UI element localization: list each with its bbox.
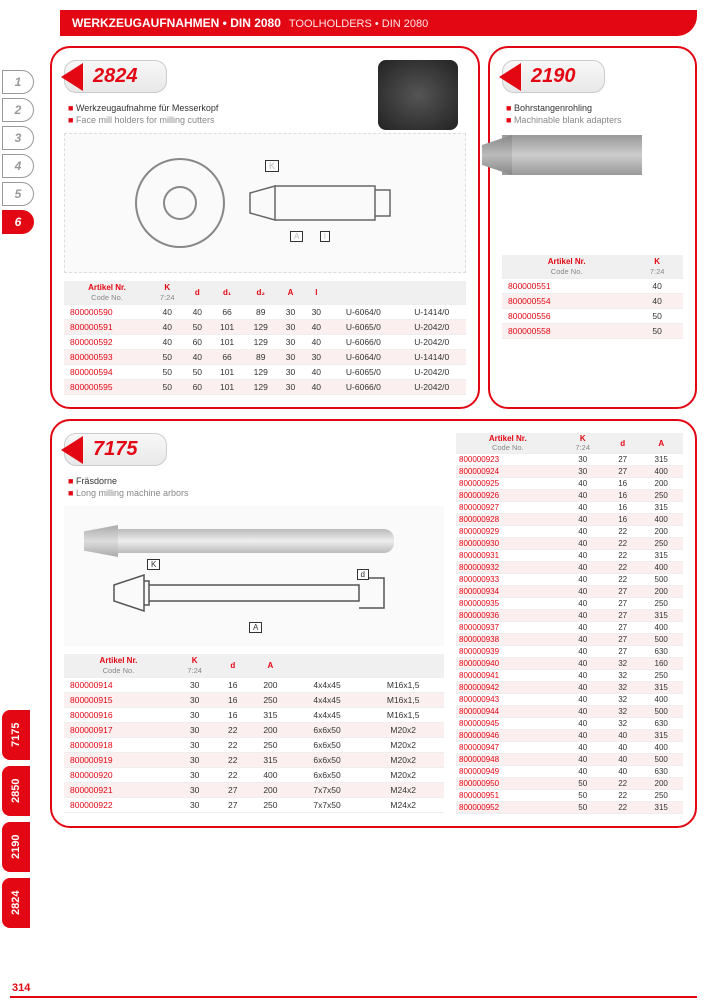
product-photo-2824	[378, 60, 458, 130]
table-row: 8000009394027630	[456, 646, 683, 658]
table-row: 80000091430162004x4x45M16x1,5	[64, 678, 444, 693]
subtitle-de: Fräsdorne	[68, 476, 444, 486]
table-row: 8000009314022315	[456, 550, 683, 562]
table-row: 800000590404066893030U-6064/0U-1414/0	[64, 305, 466, 320]
card-7175: 7175 Fräsdorne Long milling machine arbo…	[50, 419, 697, 828]
table-row: 8000009384027500	[456, 634, 683, 646]
header-de: WERKZEUGAUFNAHMEN • DIN 2080	[72, 16, 281, 30]
table-2190: Artikel Nr.Code No.K7:248000005514080000…	[502, 255, 683, 339]
table-row: 80000092230272507x7x50M24x2	[64, 798, 444, 813]
table-row: 8000009243027400	[456, 466, 683, 478]
table-row: 80000092030224006x6x50M20x2	[64, 768, 444, 783]
table-row: 80000055440	[502, 294, 683, 309]
table-row: 8000009454032630	[456, 718, 683, 730]
badge-2190: 2190	[502, 60, 605, 93]
header: WERKZEUGAUFNAHMEN • DIN 2080 TOOLHOLDERS…	[60, 10, 697, 36]
table-2824: Artikel Nr.Code No.K7:24dd₁d₂Al800000590…	[64, 281, 466, 395]
table-row: 8000009434032400	[456, 694, 683, 706]
table-row: 8000009274016315	[456, 502, 683, 514]
table-row: 8000009464040315	[456, 730, 683, 742]
table-row: 8000009494040630	[456, 766, 683, 778]
table-row: 8000009505022200	[456, 778, 683, 790]
sidetab-2850[interactable]: 2850	[2, 766, 30, 816]
subtitle-en: Long milling machine arbors	[68, 488, 444, 498]
table-row: 8000009484040500	[456, 754, 683, 766]
table-row: 8000009424032315	[456, 682, 683, 694]
table-row: 80000059140501011293040U-6065/0U-2042/0	[64, 320, 466, 335]
table-row: 80000091930223156x6x50M20x2	[64, 753, 444, 768]
table-row: 8000009444032500	[456, 706, 683, 718]
table-row: 80000055650	[502, 309, 683, 324]
card-2824: 2824 Werkzeugaufnahme für Messerkopf Fac…	[50, 46, 480, 409]
table-row: 8000009233027315	[456, 454, 683, 466]
nav-item-4[interactable]: 4	[2, 154, 34, 178]
nav-item-1[interactable]: 1	[2, 70, 34, 94]
tech-drawing-7175: K d A	[64, 506, 444, 646]
table-row: 80000091730222006x6x50M20x2	[64, 723, 444, 738]
table-row: 8000009414032250	[456, 670, 683, 682]
table-row: 8000009354027250	[456, 598, 683, 610]
product-photo-2190	[502, 135, 642, 175]
table-row: 8000009264016250	[456, 490, 683, 502]
subtitle-de: Bohrstangenrohling	[506, 103, 683, 113]
nav-item-6[interactable]: 6	[2, 210, 34, 234]
table-row: 80000092130272007x7x50M24x2	[64, 783, 444, 798]
table-row: 80000091630163154x4x45M16x1,5	[64, 708, 444, 723]
table-row: 80000059240601011293040U-6066/0U-2042/0	[64, 335, 466, 350]
table-row: 80000059550601011293040U-6066/0U-2042/0	[64, 380, 466, 395]
table-row: 8000009364027315	[456, 610, 683, 622]
table-row: 8000009525022315	[456, 802, 683, 814]
table-row: 8000009374027400	[456, 622, 683, 634]
product-sidetabs: 7175 2850 2190 2824	[2, 710, 30, 928]
badge-2824: 2824	[64, 60, 167, 93]
table-row: 8000009515022250	[456, 790, 683, 802]
nav-item-3[interactable]: 3	[2, 126, 34, 150]
badge-7175: 7175	[64, 433, 167, 466]
table-row: 8000009284016400	[456, 514, 683, 526]
table-row: 80000055140	[502, 279, 683, 294]
table-row: 8000009324022400	[456, 562, 683, 574]
table-row: 8000009294022200	[456, 526, 683, 538]
table-row: 8000009474040400	[456, 742, 683, 754]
sidetab-7175[interactable]: 7175	[2, 710, 30, 760]
table-7175-left: Artikel Nr.Code No.K7:24dA80000091430162…	[64, 654, 444, 813]
footer-rule	[10, 996, 697, 998]
nav-item-2[interactable]: 2	[2, 98, 34, 122]
sidetab-2190[interactable]: 2190	[2, 822, 30, 872]
table-row: 80000091530162504x4x45M16x1,5	[64, 693, 444, 708]
nav-item-5[interactable]: 5	[2, 182, 34, 206]
table-row: 8000009334022500	[456, 574, 683, 586]
table-row: 800000593504066893030U-6064/0U-1414/0	[64, 350, 466, 365]
subtitle-en: Machinable blank adapters	[506, 115, 683, 125]
sidetab-2824[interactable]: 2824	[2, 878, 30, 928]
table-row: 80000059450501011293040U-6065/0U-2042/0	[64, 365, 466, 380]
table-row: 8000009344027200	[456, 586, 683, 598]
table-row: 8000009404032160	[456, 658, 683, 670]
tech-drawing-2824: A l	[64, 133, 466, 273]
header-en: TOOLHOLDERS • DIN 2080	[289, 18, 428, 30]
table-row: 8000009254016200	[456, 478, 683, 490]
chapter-nav: 1 2 3 4 5 6	[2, 70, 34, 234]
card-2190: 2190 Bohrstangenrohling Machinable blank…	[488, 46, 697, 409]
table-row: 8000009304022250	[456, 538, 683, 550]
table-7175-right: Artikel Nr.Code No.K7:24dA80000092330273…	[456, 433, 683, 814]
table-row: 80000091830222506x6x50M20x2	[64, 738, 444, 753]
table-row: 80000055850	[502, 324, 683, 339]
page-number: 314	[12, 982, 30, 994]
